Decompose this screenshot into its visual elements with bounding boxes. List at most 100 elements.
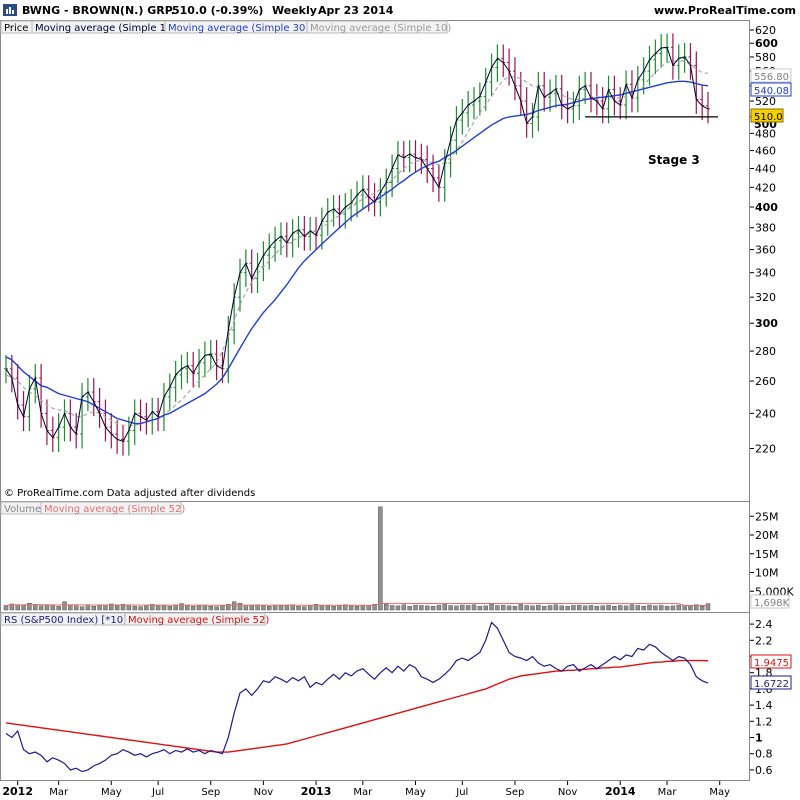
- volume-legend: Volume Moving average (Simple 52): [0, 501, 185, 515]
- volume-tick-label: 15M: [755, 548, 779, 561]
- legend-box-ma10: [306, 20, 448, 34]
- volume-bar: [629, 604, 635, 611]
- volume-bar: [442, 604, 447, 611]
- volume-bar: [33, 604, 38, 611]
- volume-bar: [196, 605, 202, 611]
- x-tick-label: Nov: [254, 787, 274, 798]
- x-axis: 2012 Mar May Jul Sep Nov 2013 Mar May Jul Sep Nov 20…: [2, 781, 730, 798]
- ma30-tag-box: [750, 82, 792, 97]
- volume-bar: [79, 606, 85, 611]
- volume-bar: [600, 605, 605, 611]
- volume-tick-label: 20M: [755, 529, 779, 542]
- ma10-tag: 556.80: [754, 72, 789, 83]
- price-tick-label: 620: [755, 24, 776, 37]
- volume-bar: [91, 606, 96, 611]
- volume-bar: [325, 605, 330, 611]
- x-tick-label: Nov: [558, 787, 578, 798]
- ma30-tag: 540.08: [754, 86, 789, 97]
- rs-tick-label: 0.8: [755, 748, 773, 761]
- volume-bar: [378, 506, 383, 611]
- rs-plot: [5, 621, 709, 773]
- volume-bar: [179, 603, 184, 611]
- price-plot: [4, 33, 718, 456]
- volume-bar: [114, 605, 120, 611]
- rs-tick-label: 2.4: [755, 618, 773, 631]
- volume-bar: [582, 605, 588, 611]
- legend-ma10: Moving average (Simple 10): [310, 23, 451, 34]
- volume-bar: [27, 603, 32, 611]
- price-tick-label: 400: [755, 201, 778, 214]
- rs-tick-label: 1.2: [755, 715, 773, 728]
- volume-bar: [612, 606, 617, 611]
- volume-bar: [588, 605, 594, 611]
- symbol-title: BWNG - BROWN(N.) GRP.: [22, 4, 175, 17]
- app-logo-bar-1: [6, 9, 8, 14]
- price-tick-label: 360: [755, 244, 776, 257]
- rs-ma-line: [5, 659, 709, 753]
- volume-bar: [541, 606, 547, 611]
- x-tick-label: 2013: [301, 785, 332, 798]
- volume-bar: [343, 604, 348, 611]
- volume-bar: [489, 603, 494, 611]
- legend-volume-ma: Moving average (Simple 52): [44, 504, 185, 515]
- volume-bar: [331, 606, 336, 611]
- price-tick-label: 380: [755, 222, 776, 235]
- price-tick-label: 460: [755, 145, 776, 158]
- volume-bar: [413, 604, 418, 611]
- volume-bar: [477, 606, 483, 611]
- volume-panel-frame: [0, 501, 750, 613]
- volume-bar: [384, 603, 389, 611]
- price-tick-label: 580: [755, 51, 776, 64]
- volume-bar: [465, 605, 471, 611]
- volume-bar: [430, 606, 436, 611]
- volume-plot: [3, 506, 711, 611]
- volume-bar: [167, 606, 173, 611]
- price-tick-label: 320: [755, 291, 776, 304]
- volume-bar: [126, 604, 132, 611]
- price-tick-label: 520: [755, 95, 776, 108]
- price-tick-label: 260: [755, 375, 776, 388]
- x-tick-label: May: [405, 787, 426, 798]
- price-tick-label: 480: [755, 127, 776, 140]
- price-tick-label: 280: [755, 345, 776, 358]
- volume-bar: [103, 604, 108, 611]
- volume-bar: [471, 604, 477, 611]
- x-tick-label: May: [101, 787, 122, 798]
- volume-bar: [372, 604, 377, 611]
- volume-bar: [694, 604, 699, 611]
- volume-bar: [73, 605, 79, 611]
- volume-bar: [237, 603, 243, 611]
- rs-ma-tag-box: [750, 654, 792, 669]
- volume-bar: [261, 605, 266, 611]
- ma1-line: [5, 46, 709, 442]
- x-tick-label: 2014: [605, 785, 636, 798]
- volume-bar: [150, 604, 155, 611]
- period-label: Weekly: [272, 4, 317, 17]
- volume-bar: [688, 605, 693, 611]
- volume-bar: [547, 605, 553, 611]
- volume-bar: [190, 606, 196, 611]
- volume-bar: [664, 606, 670, 611]
- ma10-tag-box: [750, 68, 792, 83]
- volume-bar: [699, 606, 705, 611]
- legend-box-rs-ma: [124, 612, 266, 626]
- volume-bar: [647, 604, 652, 611]
- price-legend: Price Moving average (Simple 1) Moving a…: [0, 20, 451, 34]
- rs-legend: RS (S&P500 Index) [*10] Moving average (…: [0, 612, 269, 626]
- x-tick-label: Sep: [506, 787, 525, 798]
- volume-bar: [68, 604, 73, 611]
- volume-bar: [623, 605, 629, 611]
- x-tick-label: Mar: [49, 787, 69, 798]
- date-label: Apr 23 2014: [318, 4, 394, 17]
- volume-bar: [249, 605, 254, 611]
- x-tick-label: Jul: [151, 787, 164, 798]
- volume-bar: [3, 605, 9, 611]
- legend-ma30: Moving average (Simple 30): [168, 23, 309, 34]
- volume-bar: [120, 604, 126, 611]
- volume-bar: [319, 604, 325, 611]
- price-tick-label: 220: [755, 443, 776, 456]
- price-tick-label: 420: [755, 181, 776, 194]
- volume-bar: [313, 604, 319, 611]
- volume-bar: [284, 605, 290, 611]
